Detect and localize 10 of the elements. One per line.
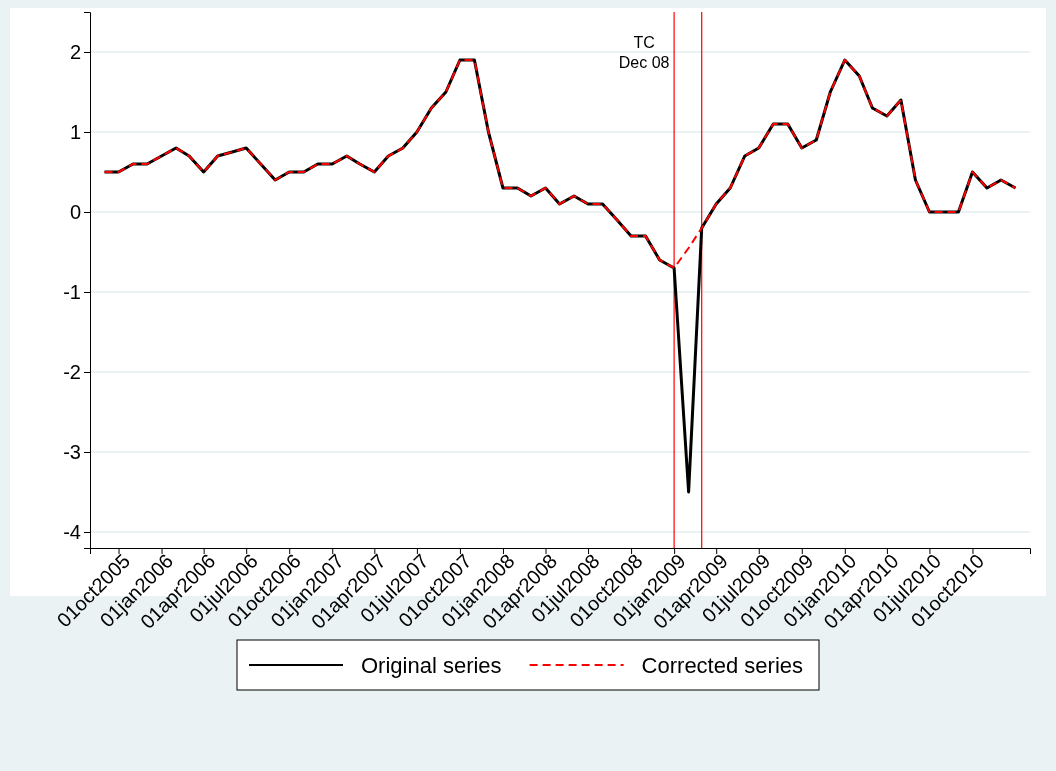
y-tick-label: -4: [63, 520, 81, 543]
y-tick-label: 2: [69, 40, 81, 63]
y-tick-label: -3: [63, 440, 81, 463]
legend-label: Original series: [361, 653, 502, 678]
y-tick-label: -2: [63, 360, 81, 383]
y-tick-label: 0: [69, 200, 81, 223]
legend-label: Corrected series: [641, 653, 803, 678]
y-tick-label: 1: [69, 120, 81, 143]
ref-line-label: TC Dec 08: [618, 34, 670, 71]
y-tick-label: -1: [63, 280, 81, 303]
